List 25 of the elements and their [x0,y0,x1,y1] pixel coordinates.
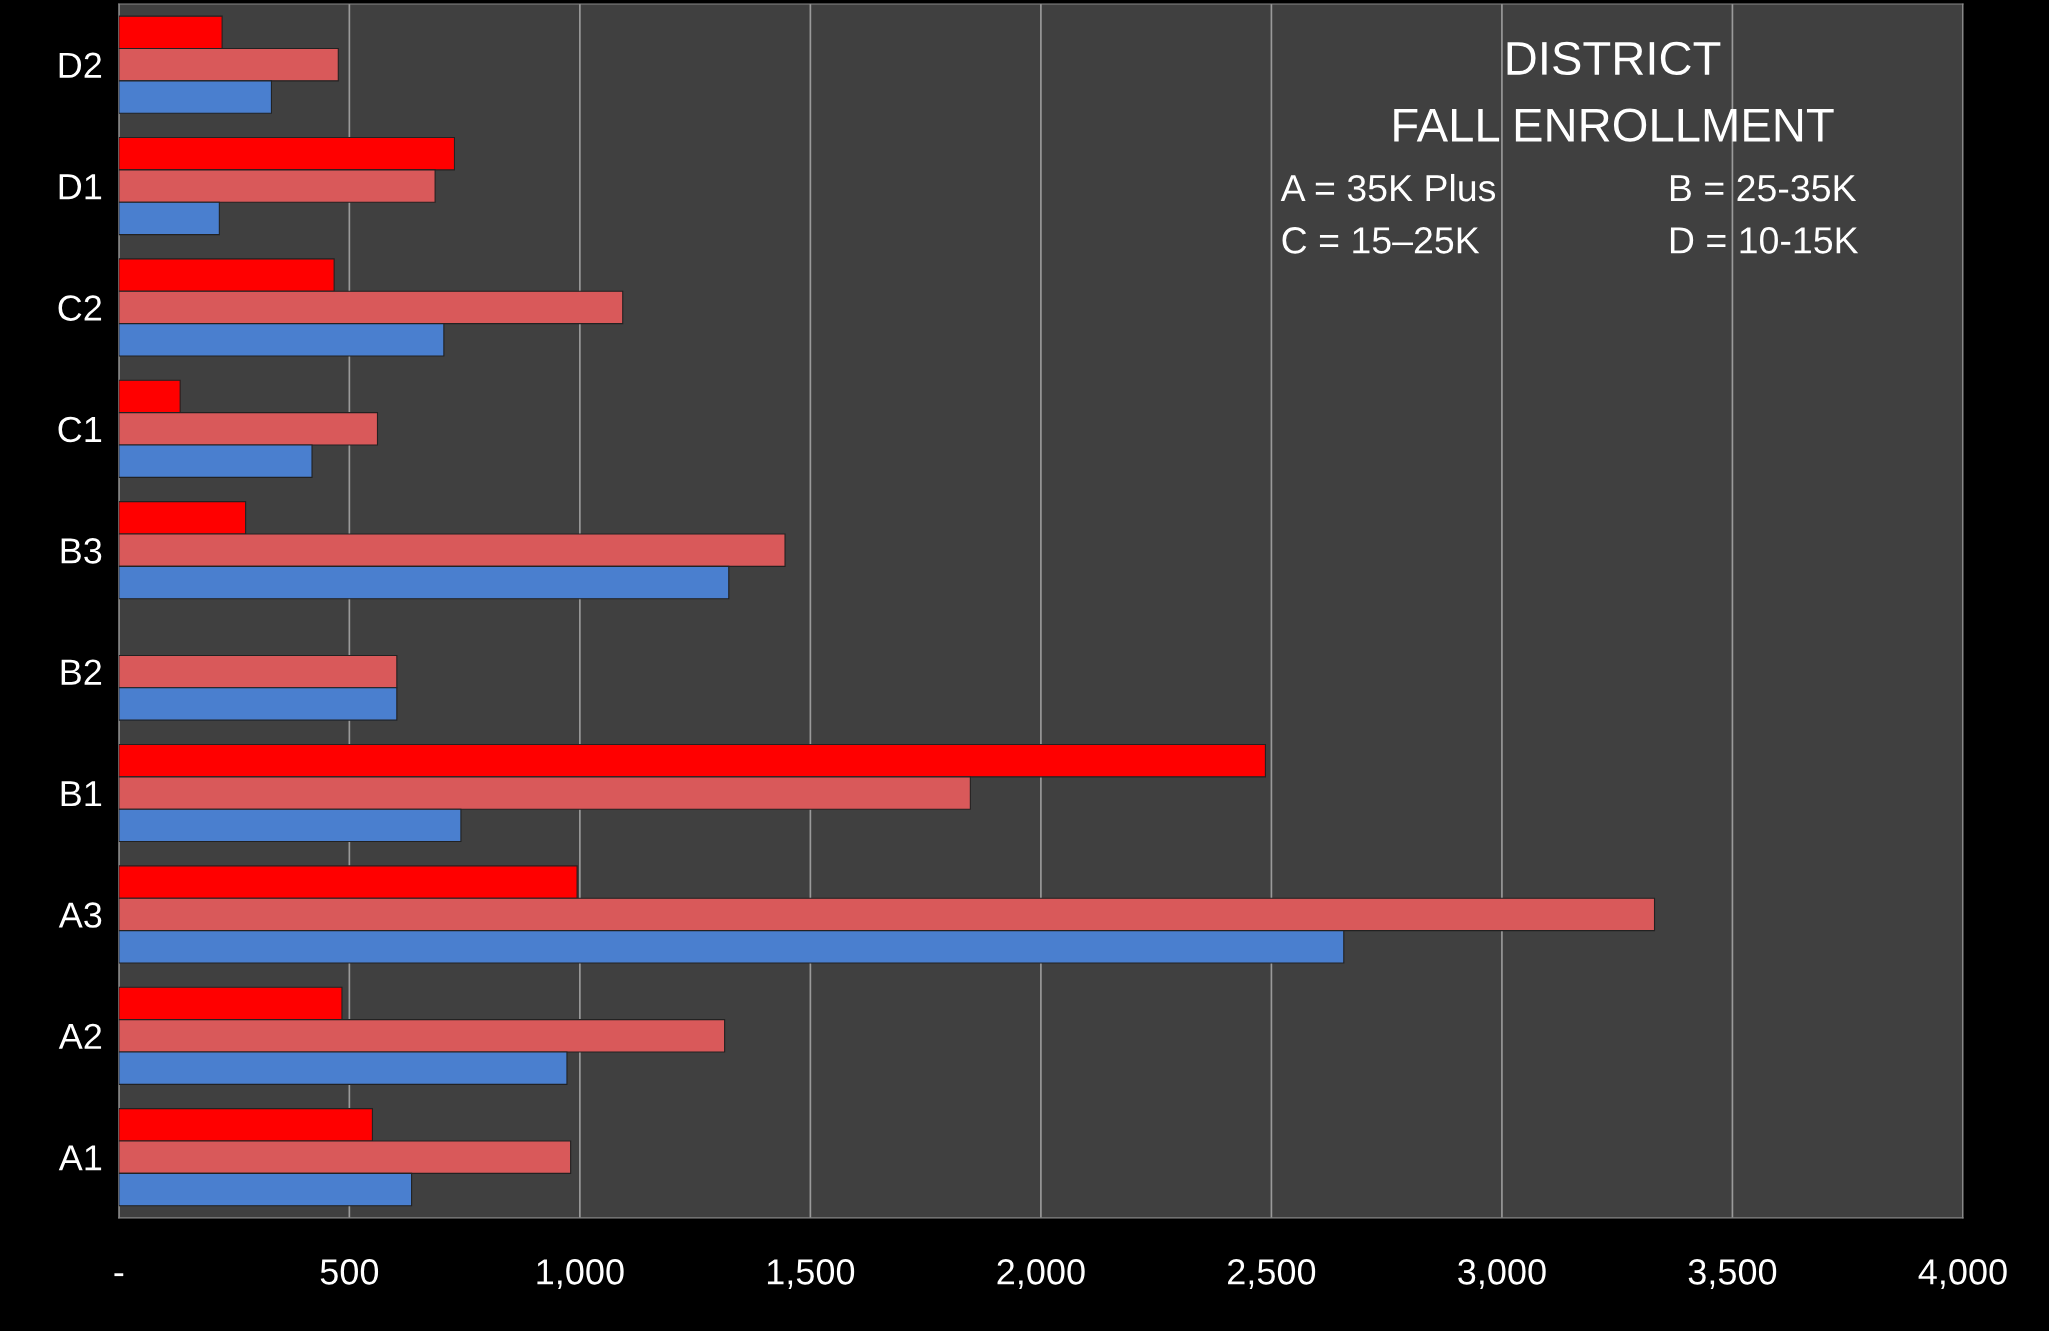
y-tick-label: A1 [58,1145,102,1171]
annotation: A = 35K Plus [1280,173,1496,202]
x-tick-label: 1,000 [537,1259,624,1289]
y-tick-label: B3 [61,538,102,564]
x-tick-label: - [114,1273,124,1277]
x-tick-label: 2,500 [1228,1259,1316,1289]
x-tick-label: 1,500 [767,1259,855,1289]
y-tick-label: B2 [61,659,102,685]
x-tick-label: 4,000 [1918,1259,2007,1289]
x-tick-label: 3,500 [1688,1259,1777,1289]
y-tick-label: D2 [59,52,102,78]
text: DISTRICT [1507,41,1721,76]
y-tick-label: A2 [58,1023,102,1049]
y-tick-label: B1 [61,781,102,807]
text: FALL ENROLLMENT [1394,108,1834,142]
y-tick-label: C1 [58,416,102,443]
y-tick-label: D1 [59,174,102,200]
annotation: D = 10-15K [1670,227,1859,254]
x-tick-label: 3,000 [1458,1259,1546,1289]
annotation: C = 15–25K [1282,227,1480,254]
y-tick-label: C2 [58,295,102,321]
y-tick-label: A3 [58,902,102,928]
x-tick-label: 500 [320,1259,379,1285]
annotation: B = 25-35K [1670,174,1857,202]
x-tick-label: 2,000 [997,1259,1085,1289]
